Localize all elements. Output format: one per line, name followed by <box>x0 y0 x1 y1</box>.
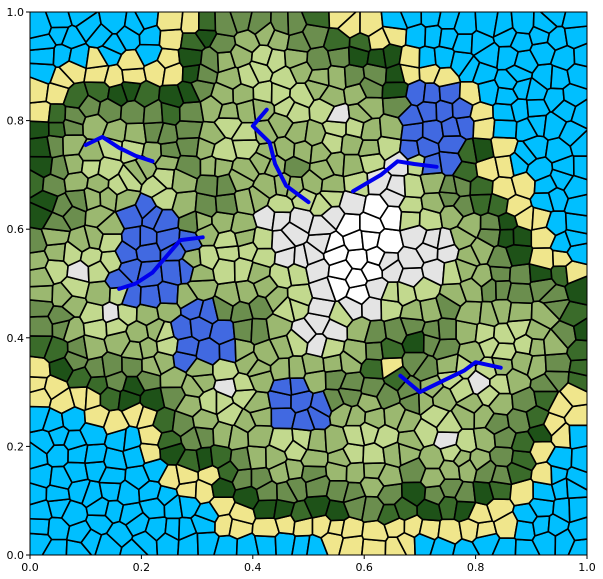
voronoi-cell <box>198 12 217 32</box>
voronoi-cell <box>84 280 111 307</box>
voronoi-cell <box>195 446 214 472</box>
voronoi-cell <box>565 465 587 491</box>
voronoi-cell <box>453 12 478 35</box>
voronoi-cell <box>98 12 128 35</box>
y-tick-label: 0.6 <box>7 223 25 236</box>
river-paths <box>83 107 503 395</box>
voronoi-cell <box>196 531 220 555</box>
voronoi-cell <box>212 257 236 286</box>
voronoi-cell <box>30 155 54 179</box>
y-tick-label: 1.0 <box>7 6 25 19</box>
voronoi-cell <box>544 352 572 373</box>
voronoi-cell <box>123 122 147 145</box>
plot-frame <box>29 11 588 556</box>
voronoi-cell <box>567 538 587 555</box>
voronoi-cell <box>558 300 587 328</box>
voronoi-cell <box>357 139 381 158</box>
voronoi-cell <box>413 532 436 555</box>
voronoi-cell <box>327 64 347 91</box>
voronoi-cell <box>360 296 383 322</box>
x-tick-label: 0.4 <box>244 561 262 574</box>
x-tick-label: 0.0 <box>21 561 39 574</box>
voronoi-cell <box>565 260 587 285</box>
y-tick-label: 0.0 <box>7 549 25 562</box>
voronoi-cell <box>30 284 54 303</box>
voronoi-cell <box>399 12 423 29</box>
voronoi-cell <box>489 265 512 283</box>
river-path <box>117 235 205 291</box>
voronoi-cell <box>47 121 67 139</box>
voronoi-cell <box>564 228 587 248</box>
voronoi-cell <box>274 531 297 555</box>
voronoi-cell <box>180 12 200 34</box>
voronoi-cell <box>563 193 587 217</box>
voronoi-cell <box>565 338 587 362</box>
voronoi-cell <box>328 12 358 30</box>
voronoi-cell <box>155 532 180 555</box>
voronoi-cell <box>528 337 547 357</box>
voronoi-cell <box>252 499 278 520</box>
voronoi-cell <box>507 301 533 323</box>
voronoi-cell <box>30 462 53 489</box>
river-path <box>250 107 311 205</box>
voronoi-cell <box>30 47 56 66</box>
voronoi-cell <box>30 387 53 408</box>
voronoi-cell <box>562 82 587 108</box>
voronoi-cell <box>30 136 52 158</box>
x-tick-label: 0.8 <box>467 561 485 574</box>
voronoi-cell <box>307 428 328 453</box>
voronoi-cell <box>246 445 268 470</box>
voronoi-cell <box>437 317 458 341</box>
voronoi-cell <box>47 103 67 124</box>
voronoi-cell <box>381 81 409 100</box>
voronoi-cell <box>562 174 587 200</box>
x-tick-label: 0.6 <box>355 561 373 574</box>
voronoi-cell <box>508 262 532 285</box>
voronoi-cell <box>418 45 437 69</box>
voronoi-cell <box>565 477 587 500</box>
voronoi-cell <box>563 25 587 50</box>
voronoi-cell <box>510 12 535 35</box>
voronoi-cell <box>572 317 587 342</box>
voronoi-cell <box>30 499 53 521</box>
voronoi-cell <box>43 242 67 262</box>
voronoi-cell <box>566 62 587 90</box>
voronoi-cell <box>398 44 421 69</box>
voronoi-cell <box>46 134 65 159</box>
x-tick-label: 0.2 <box>133 561 151 574</box>
voronoi-cell <box>175 136 200 158</box>
voronoi-cell <box>139 284 162 309</box>
river-path <box>351 159 439 194</box>
voronoi-cell <box>561 12 587 30</box>
river-path <box>398 360 503 395</box>
y-axis: 0.0 0.2 0.4 0.6 0.8 1.0 <box>7 6 30 562</box>
voronoi-cell <box>492 119 518 139</box>
voronoi-cell <box>159 259 183 286</box>
x-axis: 0.0 0.2 0.4 0.6 0.8 1.0 <box>21 555 596 574</box>
voronoi-cell <box>67 12 99 28</box>
y-tick-label: 0.4 <box>7 332 25 345</box>
voronoi-cell <box>30 517 51 536</box>
voronoi-cell <box>194 174 219 198</box>
voronoi-cell <box>563 403 587 427</box>
x-tick-label: 1.0 <box>578 561 596 574</box>
voronoi-cell <box>158 28 184 51</box>
y-tick-label: 0.2 <box>7 440 25 453</box>
voronoi-cell <box>510 98 530 123</box>
y-tick-label: 0.8 <box>7 115 25 128</box>
voronoi-cell <box>566 242 587 266</box>
voronoi-cell <box>564 212 587 235</box>
voronoi-cell <box>568 424 587 450</box>
river-path <box>83 134 155 164</box>
voronoi-cell <box>364 341 384 361</box>
voronoi-cell <box>359 358 384 380</box>
voronoi-cell <box>121 67 147 85</box>
